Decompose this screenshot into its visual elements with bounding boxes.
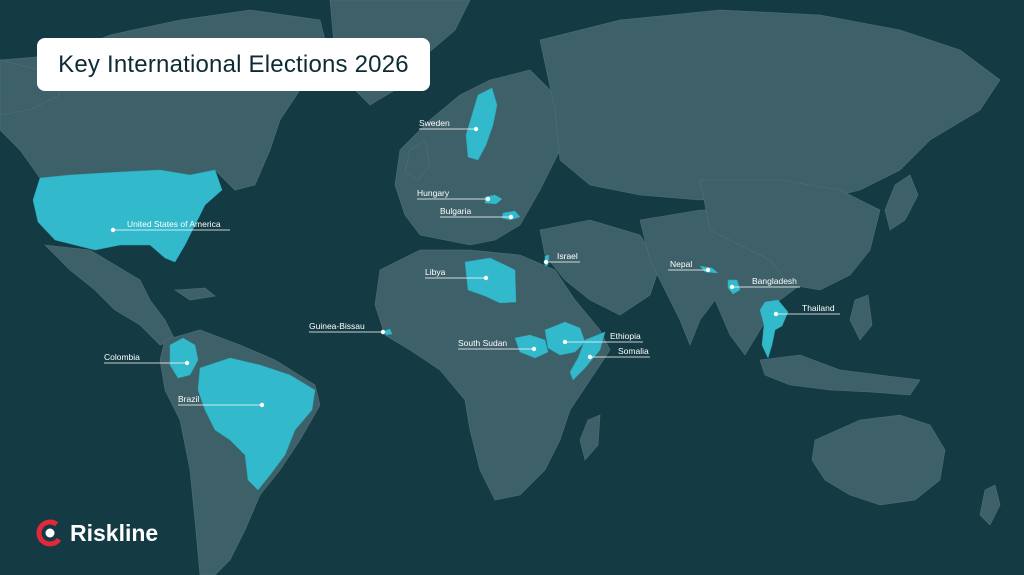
riskline-logo-icon — [36, 519, 64, 547]
label-nepal: Nepal — [670, 259, 692, 269]
dot-usa — [110, 227, 116, 233]
alaska — [0, 59, 61, 116]
label-ethiopia: Ethiopia — [610, 331, 641, 341]
riskline-logo: Riskline — [36, 517, 158, 549]
label-sweden: Sweden — [419, 118, 450, 128]
country-labels: Sweden Hungary Bulgaria United States of… — [104, 118, 840, 408]
country-somalia[interactable] — [569, 331, 606, 381]
dot-israel — [543, 259, 549, 265]
label-guinea-bissau: Guinea-Bissau — [309, 321, 365, 331]
dot-nepal — [705, 267, 711, 273]
dot-bulgaria — [508, 214, 514, 220]
label-thailand: Thailand — [802, 303, 835, 313]
dot-south-sudan — [531, 346, 537, 352]
page-title: Key International Elections 2026 — [58, 50, 409, 78]
caribbean — [174, 287, 216, 301]
label-south-sudan: South Sudan — [458, 338, 507, 348]
landmasses — [0, 0, 1001, 575]
label-hungary: Hungary — [417, 188, 450, 198]
philippines — [849, 294, 873, 341]
country-sweden[interactable] — [465, 87, 498, 161]
label-brazil: Brazil — [178, 394, 199, 404]
country-guinea-bissau[interactable] — [383, 328, 393, 336]
dot-bangladesh — [729, 284, 735, 290]
australia — [811, 414, 946, 506]
north-asia — [539, 9, 1001, 201]
country-usa[interactable] — [32, 169, 223, 263]
dot-sweden — [473, 126, 479, 132]
dot-hungary — [485, 196, 491, 202]
country-colombia[interactable] — [169, 337, 199, 379]
africa — [374, 249, 611, 501]
east-asia — [699, 179, 881, 291]
brand-name: Riskline — [70, 519, 159, 546]
label-israel: Israel — [557, 251, 578, 261]
dot-guinea-bissau — [380, 329, 386, 335]
country-south-sudan[interactable] — [514, 334, 549, 359]
japan — [884, 174, 919, 231]
middle-east — [539, 219, 661, 316]
dot-ethiopia — [562, 339, 568, 345]
indonesia — [759, 354, 921, 396]
label-bangladesh: Bangladesh — [752, 276, 797, 286]
title-card: Key International Elections 2026 — [37, 38, 430, 91]
label-colombia: Colombia — [104, 352, 140, 362]
uk — [404, 139, 431, 181]
dot-thailand — [773, 311, 779, 317]
madagascar — [579, 414, 601, 461]
highlighted-countries — [32, 87, 789, 491]
dot-somalia — [587, 354, 593, 360]
country-brazil[interactable] — [197, 357, 316, 491]
dot-libya — [483, 275, 489, 281]
country-libya[interactable] — [464, 257, 517, 304]
dot-colombia — [184, 360, 190, 366]
label-libya: Libya — [425, 267, 446, 277]
country-thailand[interactable] — [759, 299, 789, 359]
label-usa: United States of America — [127, 219, 221, 229]
label-bulgaria: Bulgaria — [440, 206, 471, 216]
country-ethiopia[interactable] — [544, 321, 586, 356]
dot-brazil — [259, 402, 265, 408]
label-somalia: Somalia — [618, 346, 649, 356]
new-zealand — [979, 484, 1001, 526]
